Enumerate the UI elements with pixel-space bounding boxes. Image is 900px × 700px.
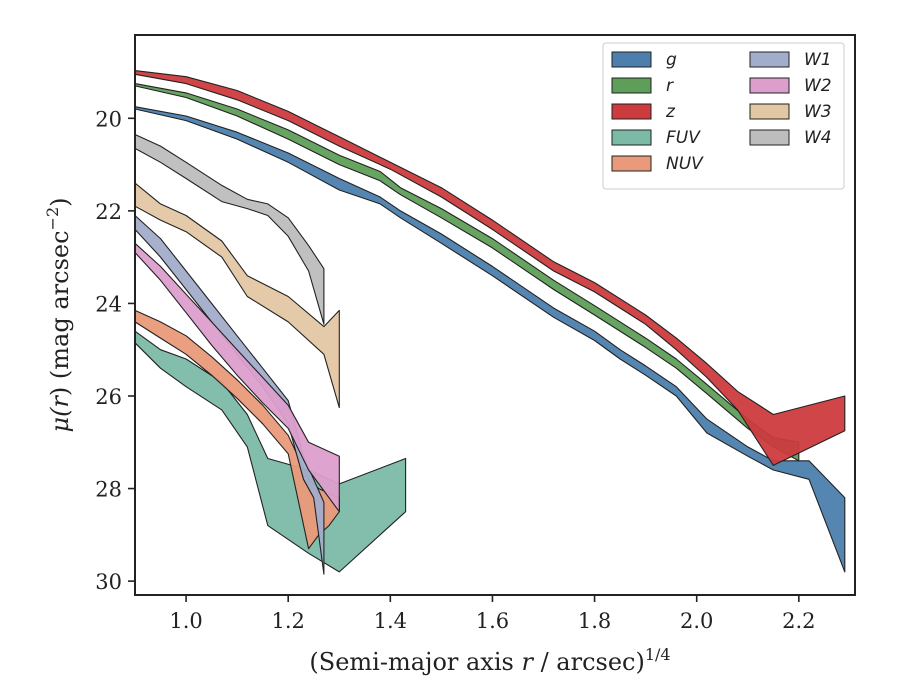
- legend-swatch-r: [611, 77, 652, 94]
- legend-swatch-w1: [749, 51, 790, 68]
- band-w3: [134, 182, 340, 409]
- legend-swatch-g: [611, 51, 652, 68]
- legend-swatch-nuv: [611, 155, 652, 172]
- legend-label-w3: W3: [804, 102, 832, 122]
- legend-swatch-w2: [749, 77, 790, 94]
- y-tick-label: 20: [95, 107, 122, 131]
- x-tick-label: 1.2: [271, 609, 304, 633]
- x-tick-label: 2.2: [782, 609, 815, 633]
- legend-swatch-w4: [749, 129, 790, 146]
- band-g: [134, 106, 846, 573]
- y-tick-label: 22: [95, 200, 122, 224]
- band-w4: [134, 133, 325, 325]
- band-w2: [134, 242, 340, 513]
- y-tick-label: 24: [95, 292, 122, 316]
- legend-label-w4: W4: [804, 128, 832, 148]
- tick-layer: 1.0 1.2 1.4 1.6 1.8 2.0 2.2 20 22 24 26 28 30: [95, 107, 815, 633]
- legend: grz FUV NUV W1 W2 W3 W4: [602, 42, 845, 190]
- legend-label-w2: W2: [804, 76, 832, 96]
- y-tick-label: 28: [95, 478, 122, 502]
- x-axis-label: (Semi-major axis r / arcsec)1/4: [309, 645, 670, 676]
- x-tick-label: 2.0: [680, 609, 713, 633]
- band-z: [134, 70, 846, 466]
- legend-swatch-z: [611, 103, 652, 120]
- legend-label-fuv: FUV: [666, 128, 701, 148]
- legend-label-z: z: [665, 102, 676, 122]
- band-layer: [134, 70, 846, 575]
- y-tick-label: 30: [95, 570, 122, 594]
- legend-label-nuv: NUV: [666, 154, 704, 174]
- band-r: [134, 83, 800, 462]
- x-tick-label: 1.4: [374, 609, 407, 633]
- band-w1: [134, 214, 325, 575]
- plot-frame: [134, 34, 856, 596]
- y-axis-label: μ(r) (mag arcsec−2): [43, 197, 74, 432]
- x-tick-label: 1.8: [578, 609, 611, 633]
- band-fuv: [134, 330, 407, 573]
- y-tick-label: 26: [95, 385, 122, 409]
- legend-label-r: r: [666, 76, 674, 96]
- legend-swatch-fuv: [611, 129, 652, 146]
- x-tick-label: 1.0: [169, 609, 202, 633]
- x-tick-label: 1.6: [476, 609, 509, 633]
- legend-label-w1: W1: [804, 50, 832, 70]
- legend-label-g: g: [666, 50, 677, 70]
- legend-swatch-w3: [749, 103, 790, 120]
